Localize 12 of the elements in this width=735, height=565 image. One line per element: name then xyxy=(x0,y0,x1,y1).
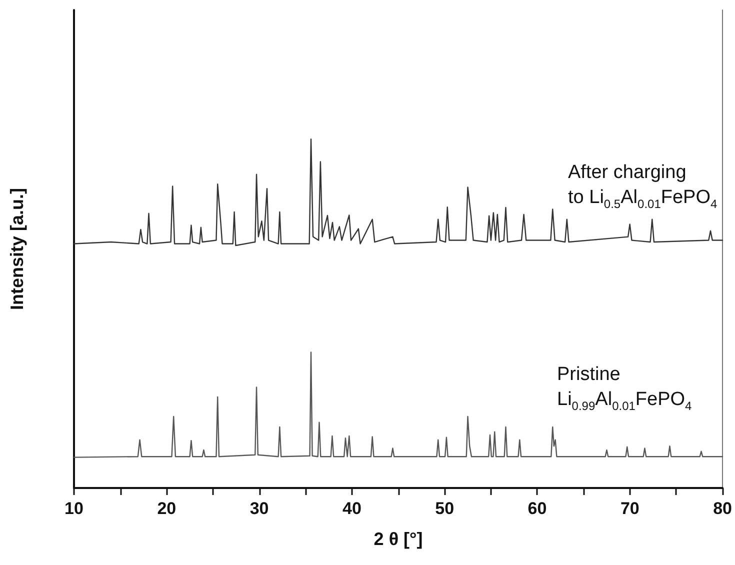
annotation: After charging to Li$_{0.5}$Al$_{0.01}$FePO$_{4}$ xyxy=(568,161,718,213)
x-tick-label: 80 xyxy=(713,499,732,518)
x-tick-label: 70 xyxy=(620,499,640,518)
x-tick-label: 20 xyxy=(157,499,176,518)
x-tick-label: 10 xyxy=(64,499,84,518)
x-tick-label: 40 xyxy=(342,499,362,518)
y-axis-title: Intensity [a.u.] xyxy=(7,188,27,310)
x-axis-title: 2 θ [°] xyxy=(374,529,423,549)
x-tick-label: 60 xyxy=(528,499,547,518)
annotation: Pristine Li$_{0.99}$Al$_{0.01}$FePO$_{4}$ xyxy=(557,363,692,415)
x-tick-label: 30 xyxy=(250,499,269,518)
x-tick-label: 50 xyxy=(435,499,454,518)
